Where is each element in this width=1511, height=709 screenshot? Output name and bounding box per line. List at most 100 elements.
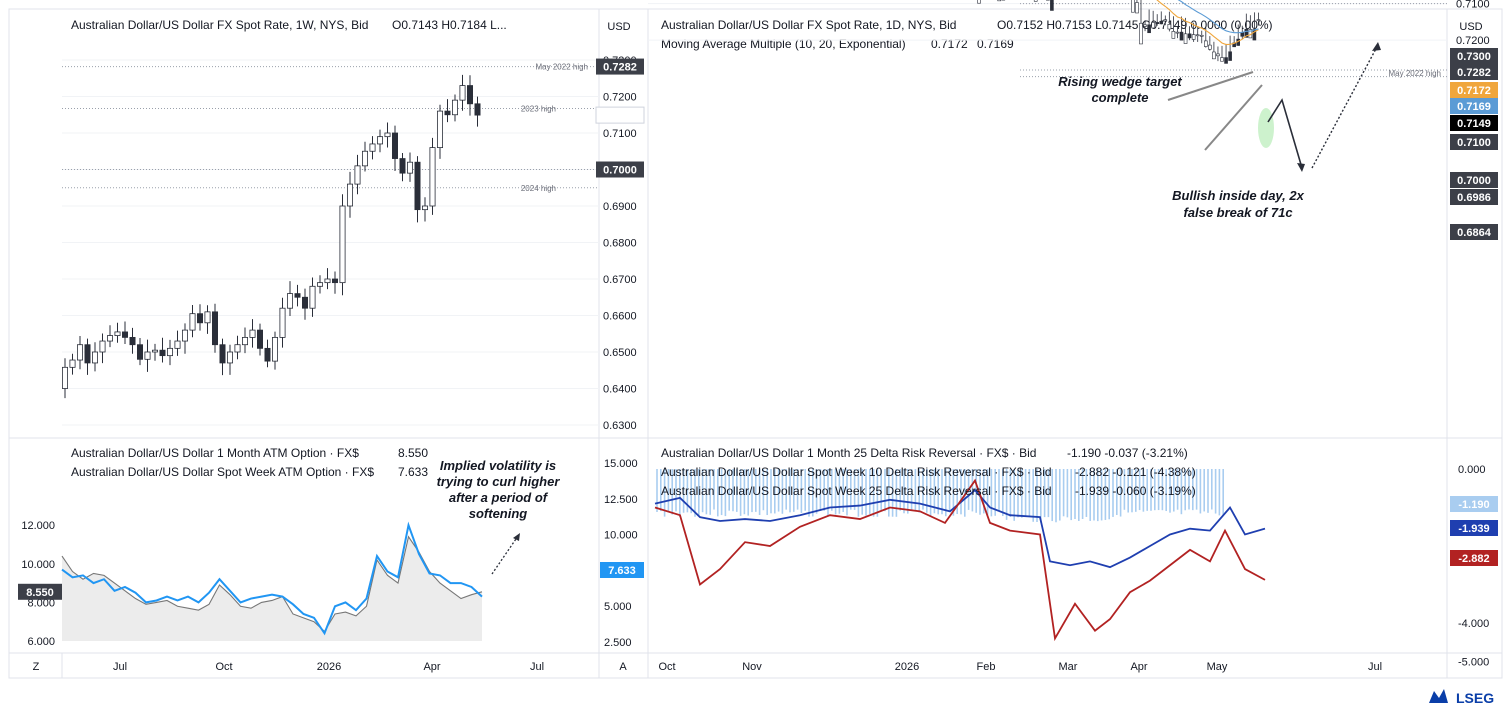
timezone-button[interactable]: Z bbox=[33, 661, 40, 673]
weekly-candle-body bbox=[151, 349, 158, 353]
daily-badge bbox=[1450, 115, 1498, 131]
weekly-price-tick: 0.6900 bbox=[603, 201, 637, 213]
vol-annotation: after a period of bbox=[449, 490, 549, 505]
weekly-candle-body bbox=[399, 158, 406, 174]
daily-candle-body bbox=[1183, 33, 1188, 44]
auto-scale-button[interactable]: A bbox=[619, 661, 627, 673]
weekly-candle-body bbox=[249, 329, 256, 338]
vol-right-tick: 2.500 bbox=[604, 637, 632, 649]
vol-arrow-head bbox=[513, 533, 520, 541]
daily-badge-label: 0.7169 bbox=[1457, 101, 1491, 113]
weekly-price-tick: 0.6700 bbox=[603, 274, 637, 286]
daily-candle-body bbox=[1155, 22, 1159, 24]
weekly-candle-body bbox=[331, 278, 338, 284]
vol-left-tick: 10.000 bbox=[21, 559, 55, 571]
daily-badge-label: 0.7149 bbox=[1457, 118, 1491, 130]
weekly-price-tick: 0.7100 bbox=[603, 128, 637, 140]
weekly-candle-body bbox=[144, 351, 151, 360]
daily-ma10-value: 0.7172 bbox=[931, 37, 968, 51]
lseg-logo-icon bbox=[1429, 689, 1448, 703]
weekly-candle-body bbox=[324, 278, 331, 284]
weekly-candle-body bbox=[346, 183, 353, 207]
daily-candle-body bbox=[997, 0, 1002, 2]
daily-ma20-value: 0.7169 bbox=[977, 37, 1014, 51]
weekly-candle-body bbox=[241, 336, 248, 346]
vol-badge-left bbox=[18, 583, 62, 600]
vol-right-tick: 5.000 bbox=[604, 601, 632, 613]
rr-line3-values: -1.939 -0.060 (-3.19%) bbox=[1075, 484, 1196, 498]
daily-badge-label: 0.7282 bbox=[1457, 67, 1491, 79]
weekly-badge-last bbox=[595, 106, 645, 124]
weekly-candle-body bbox=[219, 344, 226, 364]
wedge-annotation-line2: complete bbox=[1091, 90, 1148, 105]
vol-right-tick: 12.500 bbox=[604, 494, 638, 506]
daily-candle-body bbox=[1240, 32, 1245, 37]
daily-badge bbox=[1450, 189, 1498, 205]
vol-line1: Australian Dollar/US Dollar 1 Month ATM … bbox=[71, 446, 359, 460]
weekly-candle-body bbox=[77, 344, 84, 361]
weekly-candle-body bbox=[466, 85, 473, 105]
daily-candle-body bbox=[1050, 0, 1054, 11]
weekly-candle-body bbox=[384, 132, 391, 138]
daily-time-tick: Feb bbox=[977, 661, 996, 673]
weekly-badge-high-label: 0.7282 bbox=[603, 62, 637, 74]
weekly-time-tick: Jul bbox=[530, 661, 544, 673]
wedge-lower-line bbox=[1204, 84, 1263, 151]
weekly-price-tick: 0.6800 bbox=[603, 238, 637, 250]
daily-time-tick: Jul bbox=[1368, 661, 1382, 673]
weekly-candle-body bbox=[264, 347, 271, 362]
vol-spot-week-line bbox=[61, 521, 483, 636]
daily-ohlc: O0.7152 H0.7153 L0.7145 C0.7149 0.0000 (… bbox=[997, 18, 1273, 32]
inside-day-highlight bbox=[1258, 108, 1274, 148]
weekly-candle-body bbox=[316, 282, 323, 287]
daily-badge bbox=[1450, 224, 1498, 240]
weekly-time-tick: Oct bbox=[215, 661, 232, 673]
weekly-candle-body bbox=[234, 344, 241, 353]
weekly-candle-body bbox=[84, 344, 91, 364]
weekly-ohlc: O0.7143 H0.7184 L... bbox=[392, 18, 507, 32]
weekly-candle-body bbox=[474, 103, 481, 116]
daily-candle-body bbox=[1163, 19, 1168, 22]
daily-candle-body bbox=[1208, 44, 1212, 50]
daily-candle-body bbox=[1179, 31, 1184, 41]
daily-badge bbox=[1450, 82, 1498, 98]
rr-badge-label: -1.939 bbox=[1458, 523, 1489, 535]
weekly-candle-body bbox=[429, 147, 436, 207]
daily-candle-body bbox=[1171, 31, 1176, 39]
vol-line1-value: 8.550 bbox=[398, 446, 428, 460]
vol-left-tick: 8.000 bbox=[27, 597, 55, 609]
vol-annotation-arrow bbox=[491, 535, 519, 575]
daily-candle-body bbox=[1175, 31, 1180, 34]
weekly-candle-body bbox=[196, 313, 203, 324]
projection-arrow bbox=[1267, 98, 1303, 169]
vol-right-tick: 15.000 bbox=[604, 458, 638, 470]
weekly-title: Australian Dollar/US Dollar FX Spot Rate… bbox=[71, 18, 368, 32]
daily-candle-body bbox=[1159, 20, 1164, 25]
daily-candle-body bbox=[1143, 24, 1147, 27]
vol-badge-left-label: 8.550 bbox=[26, 587, 54, 599]
daily-badge bbox=[1450, 134, 1498, 150]
weekly-candle-body bbox=[181, 329, 188, 342]
vol-line2: Australian Dollar/US Dollar Spot Week AT… bbox=[71, 465, 374, 479]
daily-candle-body bbox=[1204, 40, 1208, 47]
daily-candle-body bbox=[1151, 22, 1155, 29]
daily-badge bbox=[1450, 64, 1498, 80]
rr-line2-values: -2.882 -0.121 (-4.38%) bbox=[1075, 465, 1196, 479]
weekly-badge-high bbox=[596, 58, 644, 75]
daily-candle-body bbox=[1256, 19, 1261, 21]
weekly-candle-body bbox=[279, 307, 286, 338]
daily-candle-body bbox=[1167, 24, 1172, 30]
daily-price-tick: 0.7100 bbox=[1456, 0, 1490, 11]
daily-candle-body bbox=[1187, 33, 1192, 39]
daily-badge-label: 0.6864 bbox=[1457, 227, 1492, 239]
vol-annotation: softening bbox=[469, 506, 528, 521]
daily-candle-body bbox=[977, 0, 981, 4]
vol-line2-value: 7.633 bbox=[398, 465, 428, 479]
daily-currency-label: USD bbox=[1459, 21, 1482, 33]
weekly-candle-body bbox=[339, 205, 346, 284]
vol-1m-atm-line bbox=[61, 535, 483, 633]
daily-candle-body bbox=[1216, 53, 1220, 57]
daily-candle-body bbox=[1212, 51, 1216, 60]
vol-area-fill bbox=[62, 536, 482, 641]
daily-candle-body bbox=[1139, 22, 1143, 45]
